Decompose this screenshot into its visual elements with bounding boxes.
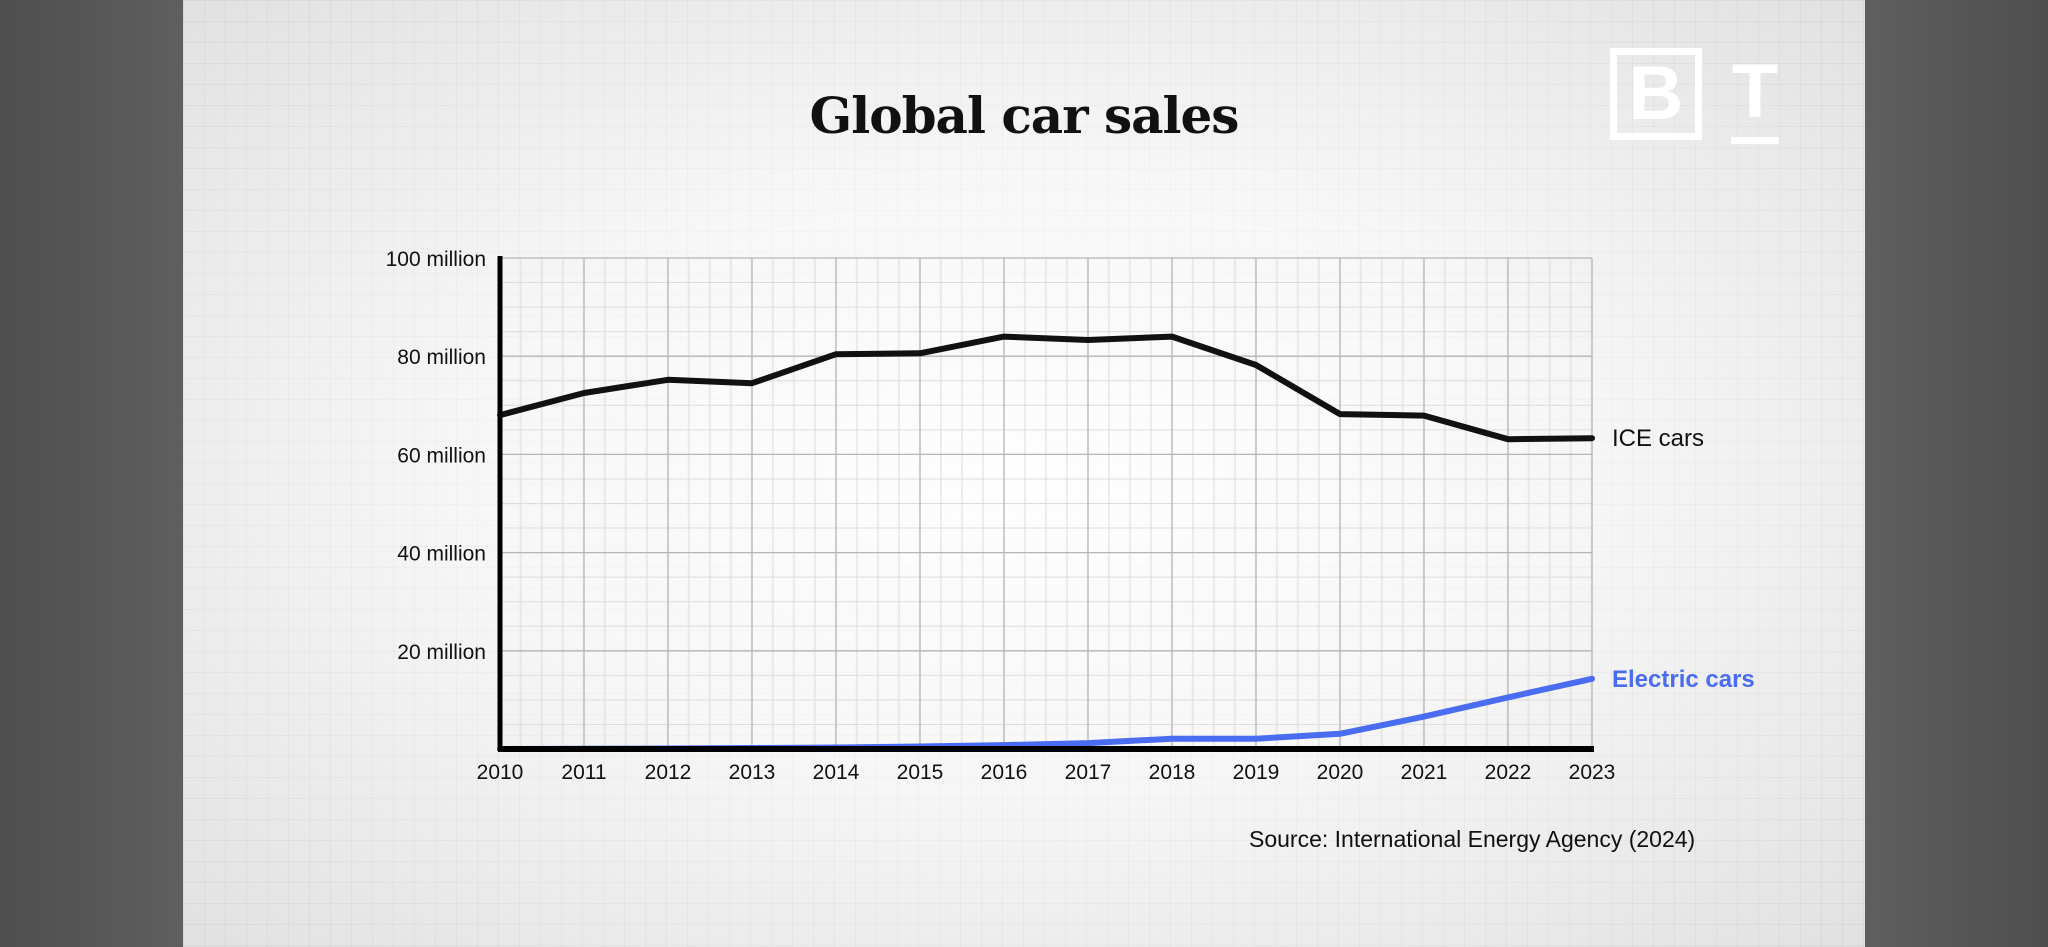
logo-b-box: B (1610, 48, 1702, 140)
axes (497, 256, 1594, 752)
x-tick-label: 2011 (561, 761, 606, 784)
x-tick-label: 2010 (477, 761, 524, 784)
chart-title: Global car sales (809, 86, 1240, 145)
y-tick-labels: 20 million 40 million 60 million 80 million… (386, 248, 486, 664)
line-chart: 20 million 40 million 60 million 80 million… (386, 248, 1755, 784)
y-tick-label: 100 million (386, 248, 486, 271)
logo-t-underline (1731, 137, 1779, 144)
source-note: Source: International Energy Agency (202… (1249, 826, 1696, 852)
y-tick-label: 20 million (397, 641, 486, 664)
logo-t-letter: T (1731, 49, 1779, 134)
y-tick-label: 60 million (397, 444, 486, 467)
x-tick-label: 2016 (981, 761, 1028, 784)
chart-panel: Global car sales 20 million 40 million 60 … (183, 0, 1865, 947)
minor-grid (500, 258, 1592, 749)
x-tick-label: 2020 (1317, 761, 1364, 784)
x-tick-label: 2022 (1485, 761, 1532, 784)
bigthink-logo-watermark: B T (1610, 48, 1815, 152)
y-tick-label: 40 million (397, 543, 486, 566)
x-tick-labels: 2010 2011 2012 2013 2014 2015 2016 2017 2018 2019… (477, 761, 1616, 784)
x-tick-label: 2015 (897, 761, 944, 784)
x-tick-label: 2019 (1233, 761, 1280, 784)
x-tick-label: 2018 (1149, 761, 1196, 784)
x-tick-label: 2021 (1401, 761, 1448, 784)
left-letterbox (0, 0, 183, 947)
x-tick-label: 2023 (1569, 761, 1616, 784)
series-label: Electric cars (1612, 666, 1755, 693)
x-tick-label: 2014 (813, 761, 860, 784)
right-letterbox (1865, 0, 2048, 947)
x-tick-label: 2012 (645, 761, 692, 784)
series-labels: ICE cars Electric cars (1612, 425, 1755, 693)
y-tick-label: 80 million (397, 346, 486, 369)
x-tick-label: 2017 (1065, 761, 1112, 784)
series-line-ice-cars (497, 333, 1595, 443)
series-label: ICE cars (1612, 425, 1704, 452)
x-tick-label: 2013 (729, 761, 776, 784)
